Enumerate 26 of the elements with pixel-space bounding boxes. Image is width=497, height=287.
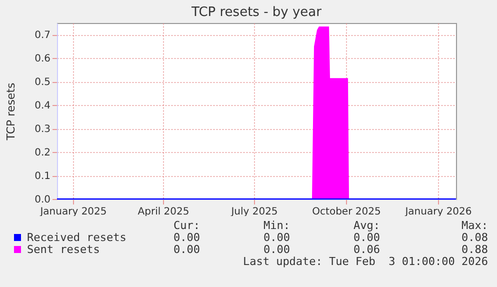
text: 0.00	[174, 231, 200, 244]
text: 0.88	[460, 243, 488, 256]
text: 0.00	[352, 231, 380, 244]
y-tick-label: 0.7	[34, 30, 50, 42]
text: 0.00	[172, 243, 200, 256]
text: 0.00	[262, 243, 290, 256]
x-tick-label: October 2025	[312, 206, 381, 218]
text: Avg:	[352, 219, 380, 232]
legend-label: Received resets	[26, 231, 126, 244]
y-tick-label: 0.3	[34, 124, 50, 136]
text: Cur:	[172, 219, 200, 232]
text: 0.06	[352, 243, 380, 256]
y-tick-label: 0.4	[34, 100, 50, 112]
text: Max:	[460, 219, 488, 232]
y-tick-label: 0.0	[34, 194, 50, 206]
chart-title: TCP resets - by year	[190, 5, 322, 20]
y-tick-label: 0.6	[34, 54, 50, 65]
text: Last update: Tue Feb 3 01:00:00 2026	[242, 255, 489, 268]
y-axis-title: TCP resets	[4, 82, 18, 142]
y-tick-label: 0.1	[34, 171, 50, 182]
y-tick-label: 0.2	[34, 148, 50, 159]
text: 0.00	[262, 231, 290, 244]
y-tick-label: 0.5	[34, 77, 50, 88]
text: 0.08	[460, 231, 488, 244]
legend-label: Sent resets	[26, 243, 100, 256]
text: Min:	[262, 219, 290, 232]
